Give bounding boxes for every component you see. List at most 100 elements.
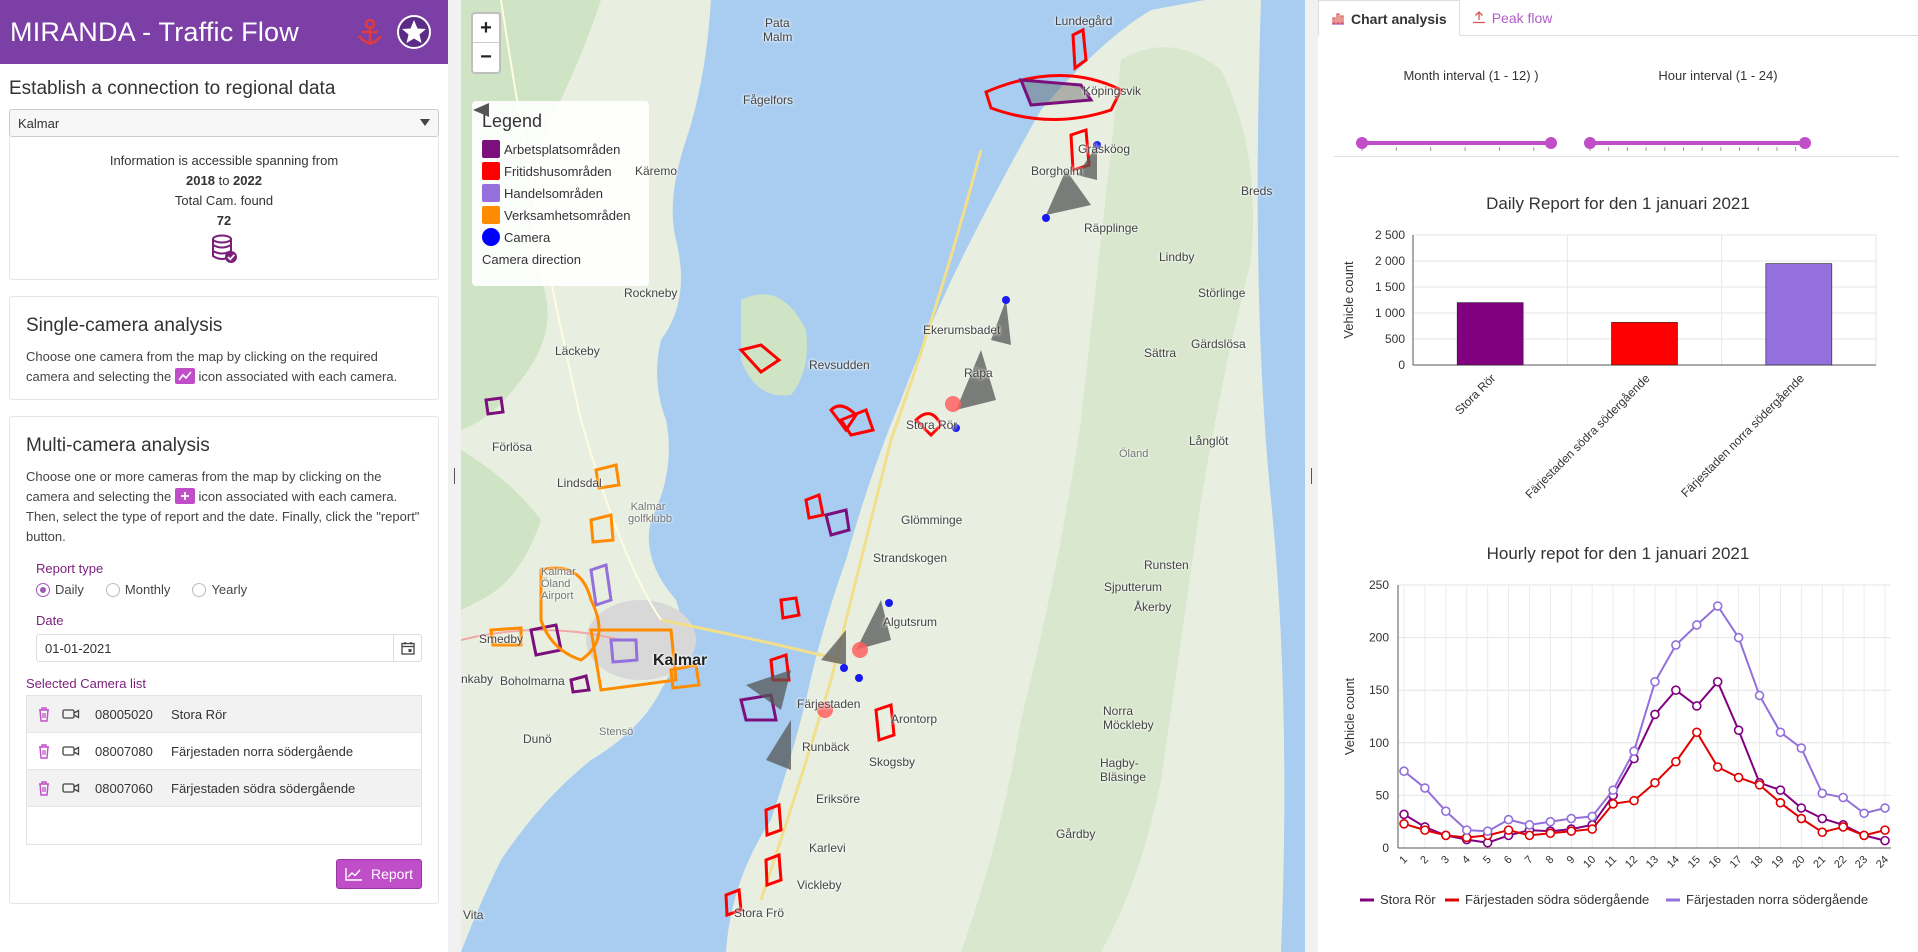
- radio-label: Monthly: [124, 582, 171, 597]
- camera-cones: [746, 145, 1097, 770]
- map-place-label: Algutsrum: [883, 615, 938, 629]
- data-point: [1629, 746, 1639, 757]
- y-axis-label: Vehicle count: [1342, 677, 1357, 755]
- app-header: MIRANDA - Traffic Flow: [0, 0, 448, 64]
- map-place-label: Arontorp: [891, 712, 938, 726]
- data-point: [1587, 824, 1598, 834]
- year-range: 2018 to 2022: [10, 171, 438, 191]
- radio-daily[interactable]: Daily: [36, 582, 84, 597]
- hourly-line-chart: Hourly repot for den 1 januari 2021 Vehic…: [1342, 544, 1891, 907]
- bar: [1765, 263, 1833, 366]
- camera-row: 08007080 Färjestaden norra södergående: [27, 733, 421, 770]
- trash-icon[interactable]: [35, 780, 53, 796]
- legend-label: Handelsområden: [504, 185, 604, 201]
- report-button-label: Report: [370, 866, 414, 882]
- video-camera-icon: [62, 709, 80, 719]
- y-tick-label: 0: [1398, 358, 1405, 372]
- legend-label: Stora Rör: [1380, 892, 1436, 907]
- date-input[interactable]: 01-01-2021: [45, 640, 112, 656]
- map-view[interactable]: + − Legend Arbetsplatsområden Fritidshus…: [461, 0, 1305, 952]
- map-place-label: Gårdby: [1056, 827, 1096, 841]
- region-select-value: Kalmar: [18, 116, 60, 131]
- left-splitter[interactable]: [448, 0, 461, 952]
- map-place-label: Breds: [1241, 184, 1273, 198]
- calendar-button[interactable]: [393, 635, 421, 661]
- multi-camera-card: Multi-camera analysis Choose one or more…: [9, 416, 439, 904]
- data-point: [1838, 792, 1848, 803]
- chevron-down-icon: [420, 119, 430, 126]
- camera-list: 08005020 Stora Rör 08007080 Färjestaden …: [26, 695, 422, 845]
- map-place-label: Strandskogen: [873, 551, 948, 565]
- x-tick-label: 8: [1544, 854, 1557, 867]
- radio-dot: [36, 582, 50, 597]
- map-place-label: Långlöt: [1189, 434, 1229, 448]
- camera-row: 08007060 Färjestaden södra södergående: [27, 770, 421, 807]
- map-place-label: Stensö: [599, 726, 634, 738]
- single-camera-title: Single-camera analysis: [26, 315, 223, 336]
- y-tick-label: 1 500: [1375, 280, 1405, 294]
- x-tick-label: 2: [1418, 854, 1431, 867]
- camera-row: 08005020 Stora Rör: [27, 696, 421, 733]
- month-interval-title: Month interval (1 - 12) ): [1403, 68, 1539, 83]
- y-tick-label: 500: [1385, 332, 1405, 346]
- zoom-out-button[interactable]: −: [480, 46, 492, 68]
- data-point: [1629, 795, 1639, 806]
- tab-chart-analysis[interactable]: Chart analysis: [1318, 0, 1460, 36]
- data-point: [1880, 803, 1890, 813]
- month-slider-handle-end[interactable]: [1545, 137, 1557, 149]
- tab-label: Peak flow: [1491, 10, 1553, 26]
- tab-peak-flow[interactable]: Peak flow: [1460, 0, 1565, 35]
- radio-monthly[interactable]: Monthly: [105, 582, 171, 597]
- multi-camera-title: Multi-camera analysis: [26, 435, 210, 456]
- x-tick-label: 11: [1603, 854, 1620, 871]
- data-point: [1671, 756, 1681, 767]
- plus-icon: [174, 488, 195, 504]
- month-slider-handle-start[interactable]: [1356, 137, 1368, 149]
- upload-icon: [1472, 11, 1485, 24]
- report-button[interactable]: Report: [336, 859, 422, 889]
- trash-icon[interactable]: [35, 743, 53, 759]
- camera-name: Stora Rör: [171, 706, 227, 722]
- x-tick-label: 13: [1644, 854, 1661, 871]
- data-point: [1775, 785, 1786, 795]
- zoom-in-button[interactable]: +: [473, 14, 499, 43]
- legend-label: Camera: [504, 229, 551, 245]
- camera-name: Färjestaden södra södergående: [171, 780, 356, 796]
- bar: [1611, 322, 1678, 366]
- map-place-label: Dunö: [523, 732, 552, 746]
- legend-label: Camera direction: [482, 251, 581, 267]
- selected-camera-markers[interactable]: [817, 396, 961, 718]
- splitter-handle: [454, 468, 455, 484]
- legend-item: Camera: [482, 226, 649, 248]
- series-line: [1403, 679, 1886, 844]
- map-place-label: Stora Rör: [906, 418, 958, 432]
- data-point: [1545, 816, 1556, 827]
- report-type-label: Report type: [36, 561, 104, 576]
- star-logo: [397, 15, 431, 49]
- map-place-label: Runsten: [1144, 558, 1189, 572]
- map-place-label: Gärdslösa: [1191, 337, 1246, 351]
- multi-camera-text: Choose one or more cameras from the map …: [26, 467, 422, 547]
- data-point: [1691, 620, 1702, 630]
- data-point: [1608, 799, 1618, 809]
- camera-id: 08005020: [95, 706, 153, 722]
- radio-yearly[interactable]: Yearly: [192, 582, 247, 597]
- legend-label: Färjestaden södra södergående: [1465, 892, 1649, 907]
- data-point: [1503, 825, 1514, 835]
- map-place-label: Karlevi: [809, 841, 846, 855]
- region-select[interactable]: Kalmar: [9, 109, 439, 137]
- map-place-label: Smedby: [479, 632, 524, 646]
- bar-chart-icon: [1332, 13, 1344, 25]
- total-label: Total Cam. found: [174, 193, 274, 208]
- hour-slider-handle-end[interactable]: [1799, 137, 1811, 149]
- hour-slider-handle-start[interactable]: [1584, 137, 1596, 149]
- date-field[interactable]: 01-01-2021: [36, 634, 422, 662]
- camera-markers[interactable]: [840, 141, 1101, 682]
- y-tick-label: 0: [1382, 841, 1389, 855]
- right-splitter[interactable]: [1305, 0, 1318, 952]
- trash-icon[interactable]: [35, 706, 53, 722]
- x-tick-label: 7: [1523, 854, 1536, 867]
- x-tick-label: 19: [1769, 854, 1786, 871]
- map-place-label: Skogsby: [869, 755, 916, 769]
- interval-sliders: Month interval (1 - 12) ) Hour interval …: [1318, 36, 1918, 156]
